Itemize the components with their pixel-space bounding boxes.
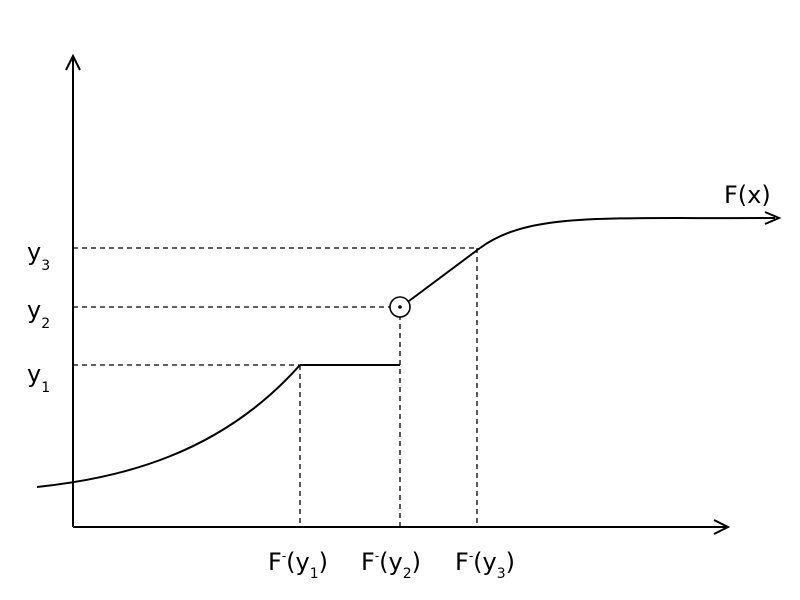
cdf-curve-lower bbox=[36, 364, 301, 488]
x-label-inverse-y3: F-(y3) bbox=[455, 548, 515, 582]
x-label-inverse-y2: F-(y2) bbox=[361, 548, 421, 582]
curve-label: F(x) bbox=[724, 181, 771, 209]
y-axis-arrowhead bbox=[65, 53, 81, 71]
cdf-curve-upper bbox=[479, 217, 776, 249]
y-label-y3: y3 bbox=[27, 238, 50, 274]
open-point-dot bbox=[398, 305, 402, 309]
x-label-inverse-y1: F-(y1) bbox=[268, 548, 328, 582]
y-label-y2: y2 bbox=[27, 296, 50, 332]
y-label-y1: y1 bbox=[27, 360, 50, 396]
curve-arrowhead bbox=[764, 211, 782, 225]
x-axis-arrowhead bbox=[713, 519, 731, 535]
cdf-jump-segment bbox=[408, 247, 481, 302]
